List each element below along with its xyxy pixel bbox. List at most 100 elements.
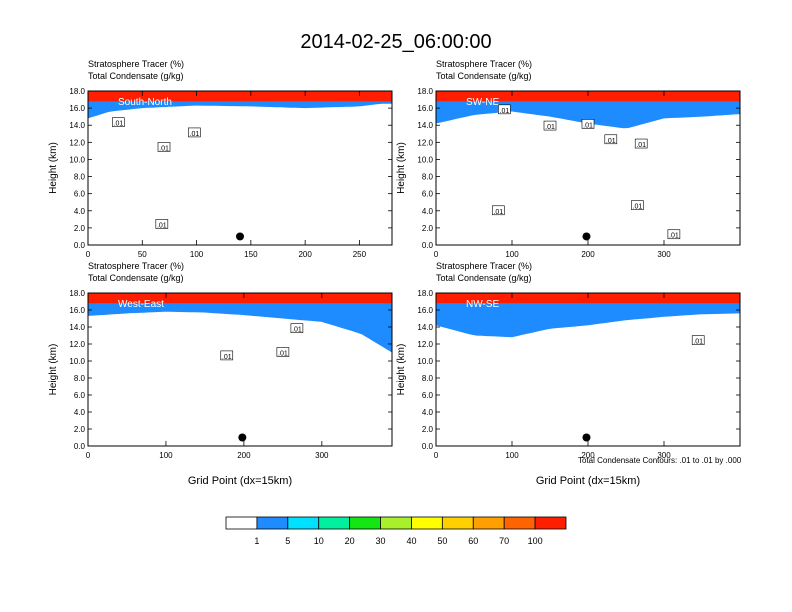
y-tick-label: 12.0 [417, 138, 433, 147]
contour-label: .01 [693, 339, 703, 346]
contour-label-box [634, 138, 648, 149]
y-tick-label: 12.0 [417, 340, 433, 349]
y-tick-label: 2.0 [422, 425, 434, 434]
y-axis-label: Height (km) [396, 142, 407, 194]
colorbar-cell [287, 516, 320, 530]
y-tick-label: 8.0 [422, 374, 434, 383]
contour-label-box [112, 117, 125, 127]
x-tick-label: 100 [505, 451, 519, 460]
x-tick-label: 0 [86, 250, 91, 259]
y-tick-label: 8.0 [422, 173, 434, 182]
colorbar-cell [349, 516, 381, 530]
x-tick-label: 300 [657, 250, 671, 259]
colorbar-cell [380, 516, 412, 530]
contour-label-box [157, 142, 171, 152]
contour-label: .01 [669, 233, 679, 240]
plot-area [436, 91, 740, 245]
y-tick-label: 6.0 [422, 190, 434, 199]
x-tick-label: 50 [138, 250, 147, 259]
y-tick-label: 16.0 [69, 104, 85, 113]
contour-label: .01 [222, 354, 232, 361]
contour-label-box [188, 127, 201, 138]
x-tick-label: 250 [353, 250, 367, 259]
x-tick-label: 100 [190, 250, 204, 259]
y-tick-label: 14.0 [69, 121, 85, 130]
contour-label-box [498, 104, 511, 115]
y-tick-label: 0.0 [74, 241, 86, 250]
tracer-top-band [88, 91, 392, 102]
panel-header-condensate: Total Condensate (g/kg) [88, 273, 184, 283]
colorbar-cell [411, 516, 443, 530]
x-tick-label: 0 [434, 250, 439, 259]
y-tick-label: 18.0 [69, 87, 85, 96]
y-tick-label: 16.0 [417, 104, 433, 113]
location-marker [582, 232, 591, 241]
plot-area [88, 293, 392, 446]
panel-title: SW-NE [466, 97, 499, 108]
y-tick-label: 10.0 [69, 155, 85, 164]
panel-header-tracer: Stratosphere Tracer (%) [436, 59, 532, 69]
colorbar-label: 100 [528, 536, 543, 546]
y-axis-label: Height (km) [48, 344, 59, 396]
y-tick-label: 18.0 [417, 289, 433, 298]
contour-label-box [604, 134, 618, 145]
tracer-top-band [88, 293, 392, 304]
contour-label-box [155, 219, 169, 229]
y-tick-label: 0.0 [422, 442, 434, 451]
contour-label-box [631, 200, 644, 210]
tracer-band [88, 293, 392, 353]
colorbar-cell [225, 516, 258, 530]
contour-label: .01 [292, 327, 302, 334]
x-tick-label: 100 [159, 451, 173, 460]
contour-label-box [543, 120, 557, 131]
x-axis-label: Grid Point (dx=15km) [536, 475, 640, 487]
x-tick-label: 200 [581, 451, 595, 460]
contour-label: .01 [636, 142, 646, 149]
panel-header-condensate: Total Condensate (g/kg) [436, 71, 532, 81]
location-marker [582, 433, 591, 442]
contour-label: .01 [500, 108, 510, 115]
y-tick-label: 10.0 [417, 357, 433, 366]
tracer-top-band [436, 293, 740, 304]
y-axis-label: Height (km) [396, 344, 407, 396]
y-tick-label: 6.0 [422, 391, 434, 400]
plot-frame [87, 90, 393, 246]
contour-label-box [667, 229, 681, 240]
y-axis-label: Height (km) [48, 142, 59, 194]
y-tick-label: 4.0 [422, 408, 434, 417]
x-tick-label: 150 [244, 250, 258, 259]
y-tick-label: 16.0 [417, 306, 433, 315]
y-tick-label: 14.0 [69, 323, 85, 332]
y-tick-label: 4.0 [74, 408, 86, 417]
x-axis-label: Grid Point (dx=15km) [188, 475, 292, 487]
y-tick-label: 12.0 [69, 138, 85, 147]
plot-background [88, 91, 392, 245]
tracer-top-band [436, 91, 740, 102]
contour-label: .01 [545, 124, 555, 131]
colorbar-cell [256, 516, 289, 530]
colorbar-label: 5 [285, 536, 290, 546]
plot-area [88, 91, 392, 245]
tracer-band [436, 293, 740, 338]
contour-label: .01 [114, 121, 124, 128]
colorbar-label: 10 [314, 536, 324, 546]
x-tick-label: 300 [315, 451, 329, 460]
y-tick-label: 14.0 [417, 323, 433, 332]
panel-title: NW-SE [466, 299, 499, 310]
y-tick-label: 10.0 [417, 155, 433, 164]
contour-label: .01 [159, 145, 169, 152]
colorbar-label: 50 [437, 536, 447, 546]
panel-header-condensate: Total Condensate (g/kg) [436, 273, 532, 283]
contour-label: .01 [493, 209, 503, 216]
x-tick-label: 0 [86, 451, 91, 460]
contour-label-box [581, 119, 595, 129]
x-tick-label: 100 [505, 250, 519, 259]
panel-title: West-East [118, 299, 164, 310]
x-tick-label: 200 [237, 451, 251, 460]
contour-label-box [276, 347, 290, 357]
contour-label: .01 [583, 122, 593, 129]
x-tick-label: 300 [657, 451, 671, 460]
colorbar-cell [318, 516, 351, 530]
contour-label: .01 [633, 204, 643, 211]
